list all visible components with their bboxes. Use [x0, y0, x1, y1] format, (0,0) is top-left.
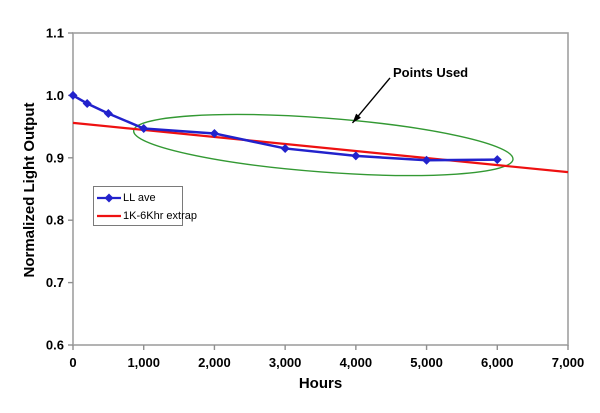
data-point-marker	[280, 143, 290, 153]
legend-line-diamond-icon	[97, 193, 121, 203]
x-axis-title: Hours	[298, 375, 343, 392]
y-tick-label: 0.7	[46, 275, 64, 290]
legend-line-icon	[97, 214, 121, 218]
points-used-ellipse	[132, 113, 514, 177]
points-used-arrow	[351, 77, 391, 124]
data-point-marker	[139, 123, 149, 133]
y-tick-label: 1.0	[46, 88, 64, 103]
x-tick-label: 7,000	[552, 355, 585, 370]
y-tick-label: 0.6	[46, 338, 64, 353]
data-point-marker	[351, 151, 361, 161]
arrowhead-icon	[352, 113, 361, 123]
x-tick-label: 4,000	[340, 355, 373, 370]
y-tick-label: 0.9	[46, 150, 64, 165]
x-tick-label: 1,000	[127, 355, 160, 370]
y-axis-title: Normalized Light Output	[21, 102, 38, 278]
legend-label: 1K-6Khr extrap	[123, 209, 197, 222]
legend-item-extrap: 1K-6Khr extrap	[97, 207, 197, 225]
x-tick-label: 2,000	[198, 355, 231, 370]
data-point-marker	[492, 155, 502, 165]
series-line-1k-6khr-extrap	[72, 121, 569, 174]
legend-item-ll-ave: LL ave	[97, 189, 182, 207]
data-point-marker	[68, 90, 78, 100]
data-point-marker	[209, 128, 219, 138]
data-point-marker	[103, 108, 113, 118]
x-tick-label: 5,000	[410, 355, 443, 370]
x-tick-label: 6,000	[481, 355, 514, 370]
legend: LL ave 1K-6Khr extrap	[93, 186, 197, 226]
legend-label: LL ave	[123, 191, 156, 204]
data-point-marker	[82, 99, 92, 109]
y-tick-label: 0.8	[46, 213, 64, 228]
data-point-marker	[422, 155, 432, 165]
y-tick-label: 1.1	[46, 26, 64, 41]
points-used-label: Points Used	[393, 65, 469, 80]
x-tick-label: 3,000	[269, 355, 302, 370]
x-tick-label: 0	[69, 355, 76, 370]
